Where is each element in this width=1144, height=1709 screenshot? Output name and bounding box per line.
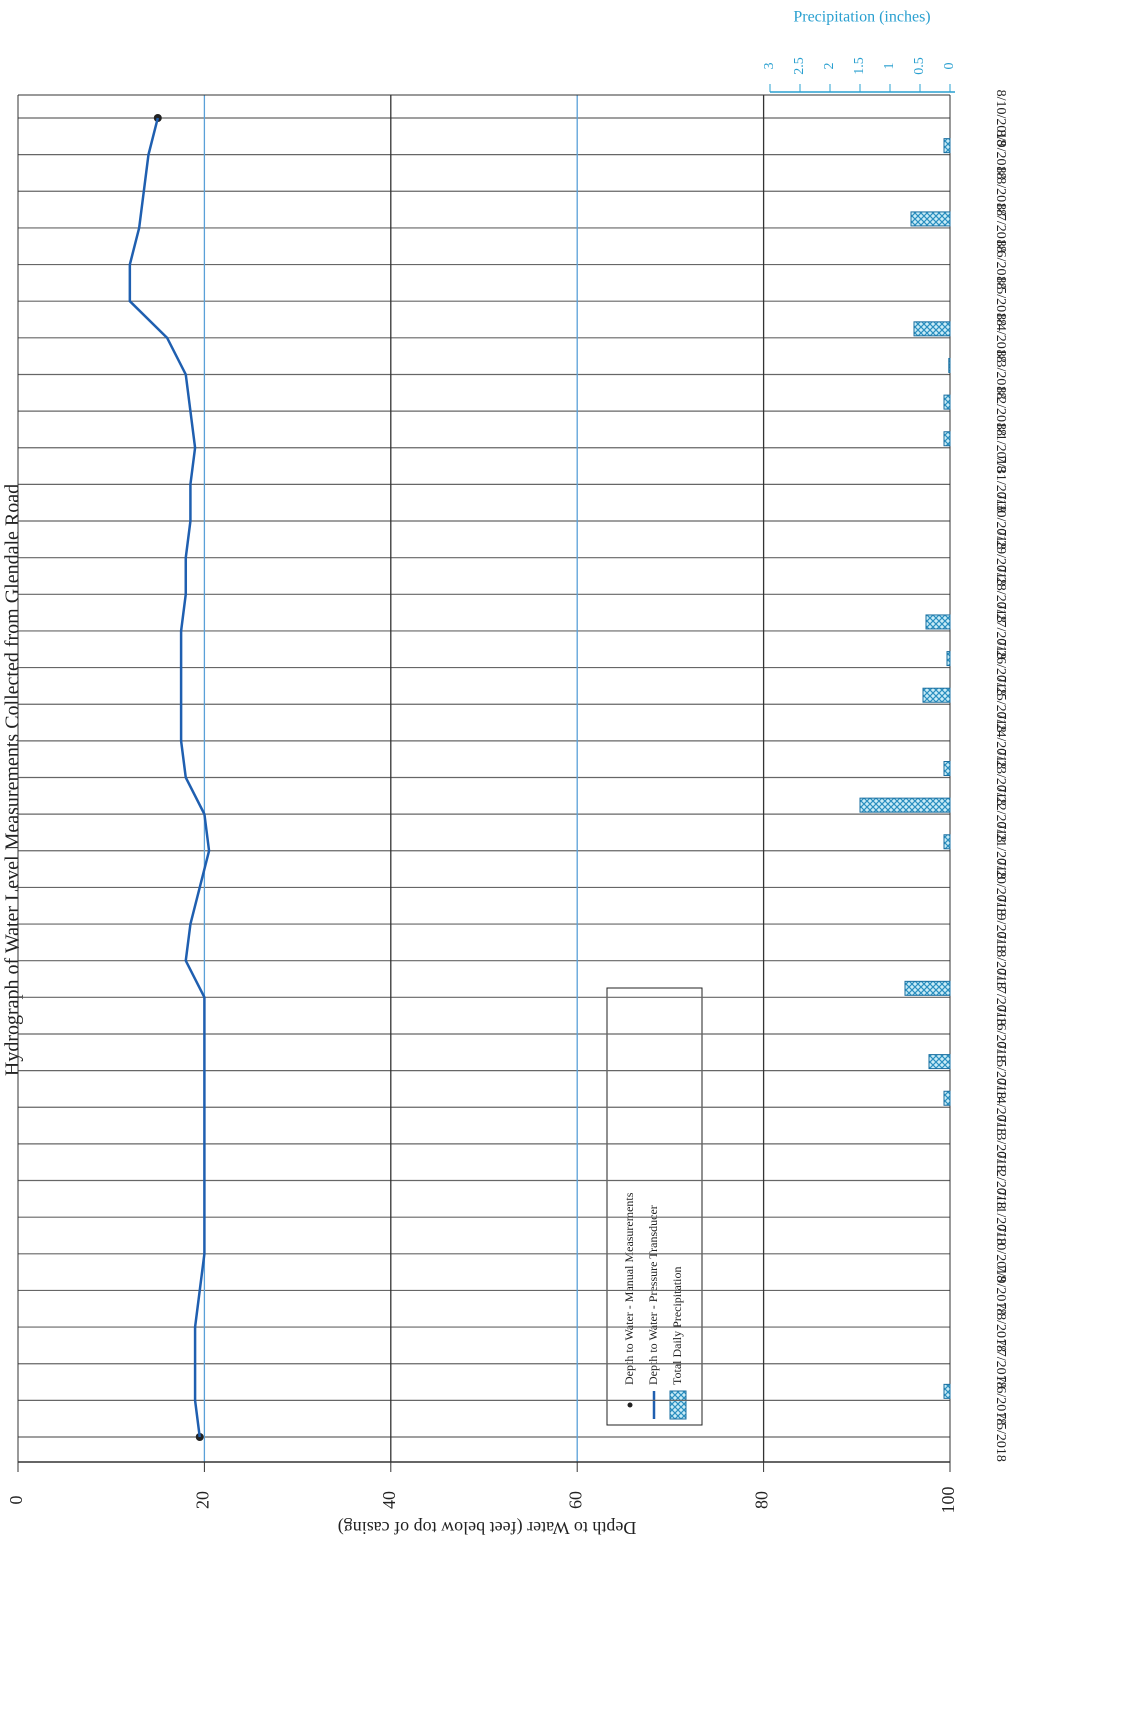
x-tick-label: 8/7/2018: [993, 203, 1008, 253]
precip-bar: [943, 761, 951, 776]
y-tick-label: 60: [565, 1491, 585, 1509]
precip-bar: [922, 687, 951, 703]
precip-bar: [943, 138, 951, 154]
x-tick-label: 8/6/2018: [993, 240, 1008, 290]
x-tick-label: 8/5/2018: [993, 276, 1008, 326]
x-tick-label: 7/6/2018: [993, 1375, 1008, 1425]
x-tick-label: 7/24/2018: [993, 712, 1008, 769]
x-tick-label: 7/30/2018: [993, 493, 1008, 550]
y2-tick-label: 0: [942, 63, 957, 70]
x-tick-label: 7/7/2018: [993, 1339, 1008, 1389]
precip-bar: [943, 431, 951, 447]
x-tick-label: 8/8/2018: [993, 166, 1008, 216]
y2-tick-label: 1: [882, 63, 897, 70]
x-tick-label: 8/1/2018: [993, 423, 1008, 473]
precip-bar: [859, 797, 951, 813]
y-tick-label: 20: [193, 1491, 213, 1509]
x-tick-label: 7/21/2018: [993, 822, 1008, 879]
x-tick-label: 8/4/2018: [993, 313, 1008, 363]
x-tick-label: 7/16/2018: [993, 1006, 1008, 1063]
legend-box: [606, 987, 703, 1426]
x-tick-label: 7/31/2018: [993, 456, 1008, 513]
legend: Depth to Water - Manual Measurements Dept…: [606, 987, 703, 1426]
precip-bar: [946, 651, 951, 667]
legend-symbol: [627, 1402, 633, 1408]
y-tick-label: 100: [938, 1487, 958, 1514]
y2-tick-label: 2.5: [792, 57, 807, 75]
chart-title: Hydrograph of Water Level Measurements C…: [2, 484, 24, 1076]
y2-tick-label: 3: [762, 63, 777, 70]
x-tick-label: 7/5/2018: [993, 1412, 1008, 1462]
precip-bar: [925, 614, 951, 630]
legend-symbol: [669, 1390, 687, 1420]
x-tick-label: 7/13/2018: [993, 1115, 1008, 1172]
x-tick-label: 8/9/2018: [993, 130, 1008, 180]
y2-tick-label: 1.5: [852, 57, 867, 75]
x-tick-label: 7/25/2018: [993, 676, 1008, 733]
x-tick-label: 7/29/2018: [993, 529, 1008, 586]
x-tick-label: 7/20/2018: [993, 859, 1008, 916]
legend-label: Total Daily Precipitation: [670, 1267, 684, 1385]
y-tick-label: 40: [379, 1491, 399, 1509]
y-tick-label: 80: [752, 1491, 772, 1509]
x-tick-label: 7/9/2018: [993, 1266, 1008, 1316]
x-tick-label: 7/8/2018: [993, 1302, 1008, 1352]
precip-bar: [943, 834, 951, 850]
precip-bar: [943, 394, 951, 410]
x-tick-label: 7/28/2018: [993, 566, 1008, 623]
x-tick-label: 7/23/2018: [993, 749, 1008, 806]
precip-bar: [943, 1383, 951, 1399]
x-tick-label: 7/17/2018: [993, 969, 1008, 1026]
precip-bar: [948, 357, 951, 373]
y2-tick-label: 2: [822, 63, 837, 70]
y2-axis-title: Precipitation (inches): [793, 9, 930, 26]
x-tick-label: 8/10/2018: [993, 90, 1008, 147]
x-tick-label: 7/18/2018: [993, 932, 1008, 989]
precip-bar: [904, 980, 951, 996]
x-tick-label: 7/27/2018: [993, 603, 1008, 660]
depth-line: [128, 117, 211, 1438]
x-tick-label: 7/15/2018: [993, 1042, 1008, 1099]
x-tick-label: 7/26/2018: [993, 639, 1008, 696]
x-tick-label: 7/19/2018: [993, 896, 1008, 953]
legend-label: Depth to Water - Manual Measurements: [622, 1192, 636, 1385]
precip-bar: [928, 1054, 951, 1070]
x-tick-label: 7/10/2018: [993, 1225, 1008, 1282]
x-tick-label: 7/12/2018: [993, 1152, 1008, 1209]
legend-label: Depth to Water - Pressure Transducer: [646, 1205, 660, 1385]
y-axis-title: Depth to Water (feet below top of casing…: [338, 1517, 637, 1538]
precip-bar: [913, 321, 951, 337]
y2-tick-label: 0.5: [912, 57, 927, 75]
x-tick-label: 7/22/2018: [993, 786, 1008, 843]
x-tick-label: 8/2/2018: [993, 386, 1008, 436]
x-tick-label: 7/14/2018: [993, 1079, 1008, 1136]
precip-bar: [910, 211, 951, 227]
y-tick-label: 0: [6, 1496, 26, 1505]
x-tick-label: 7/11/2018: [993, 1189, 1008, 1245]
x-tick-label: 8/3/2018: [993, 350, 1008, 400]
precip-bar: [943, 1090, 951, 1106]
